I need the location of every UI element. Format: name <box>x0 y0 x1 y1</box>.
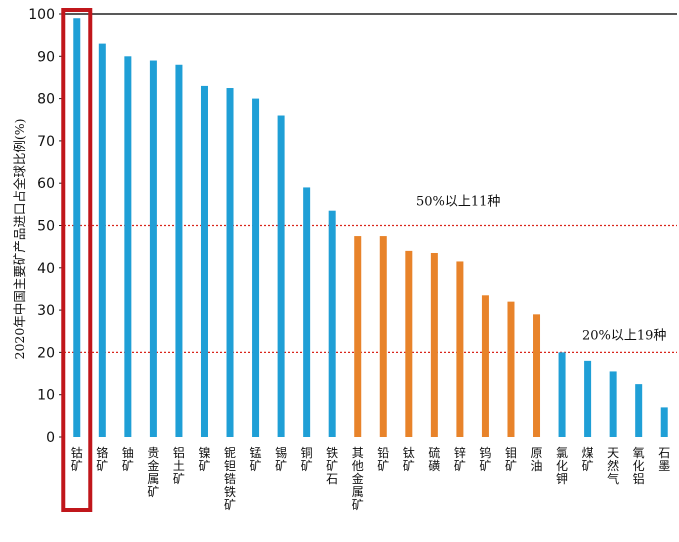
bar <box>303 187 311 437</box>
category-label: 天然气 <box>607 446 619 486</box>
category-label: 氧化铝 <box>633 446 645 486</box>
category-label: 铜矿 <box>301 445 313 473</box>
category-label: 钛矿 <box>403 445 415 473</box>
category-label: 原油 <box>531 446 543 473</box>
bar <box>124 56 132 438</box>
y-tick-label: 20 <box>37 345 55 361</box>
reference-label: 20%以上19种 <box>582 328 666 343</box>
y-tick-label: 90 <box>37 49 55 65</box>
bar <box>405 250 413 437</box>
bar <box>430 252 438 437</box>
category-label: 铅矿 <box>377 446 389 473</box>
bar <box>609 371 617 437</box>
y-tick-label: 50 <box>37 219 55 235</box>
bar <box>328 210 336 437</box>
category-label: 氯化钾 <box>556 446 568 486</box>
category-label: 钴矿 <box>71 445 83 473</box>
category-label: 硫磺 <box>428 445 440 473</box>
category-label: 其他金属矿 <box>352 446 364 512</box>
category-label: 贵金属矿 <box>147 446 159 499</box>
highlight-box <box>61 8 93 512</box>
category-label: 铀矿 <box>122 446 134 473</box>
y-tick-label: 80 <box>37 92 55 108</box>
y-axis-label: 2020年中国主要矿产品进口占全球比例(%) <box>12 119 27 360</box>
category-label: 锡矿 <box>275 445 287 473</box>
category-label: 锌矿 <box>454 446 466 473</box>
category-label: 铬矿 <box>96 445 108 473</box>
bar <box>175 64 183 437</box>
category-label: 铝土矿 <box>173 445 185 486</box>
bar <box>379 236 387 437</box>
bar <box>481 295 489 437</box>
y-tick-label: 10 <box>37 388 55 404</box>
y-tick-label: 70 <box>37 134 55 150</box>
bar <box>98 43 106 438</box>
category-label: 煤矿 <box>582 446 594 473</box>
category-label: 铌钽锆铁矿 <box>224 446 236 512</box>
bar <box>354 236 362 437</box>
bar <box>149 60 157 437</box>
bar <box>533 314 541 437</box>
y-tick-label: 0 <box>46 430 55 446</box>
category-label: 钨矿 <box>479 445 491 473</box>
bar <box>584 360 592 437</box>
y-tick-label: 30 <box>37 303 55 319</box>
plot-area: 0 10 20 30 40 50 60 70 80 90 100 50%以上11种 20%以上19种钴矿… <box>28 7 677 512</box>
bar <box>73 18 81 437</box>
bar <box>200 85 208 437</box>
bar <box>456 261 464 437</box>
y-tick-label: 40 <box>37 261 55 277</box>
category-label: 镍矿 <box>198 446 210 473</box>
bar <box>558 352 566 437</box>
y-tick-label: 100 <box>28 7 55 23</box>
category-label: 石墨 <box>658 446 670 473</box>
category-label: 锰矿 <box>250 445 262 473</box>
y-tick-label: 60 <box>37 176 55 192</box>
category-label: 铁矿石 <box>326 446 338 486</box>
bar <box>252 98 260 437</box>
bar <box>507 301 515 437</box>
bar <box>660 407 668 437</box>
bar <box>277 115 285 438</box>
category-label: 钼矿 <box>505 446 517 473</box>
reference-label: 50%以上11种 <box>416 195 500 210</box>
bar <box>635 384 643 437</box>
bar <box>226 88 234 438</box>
